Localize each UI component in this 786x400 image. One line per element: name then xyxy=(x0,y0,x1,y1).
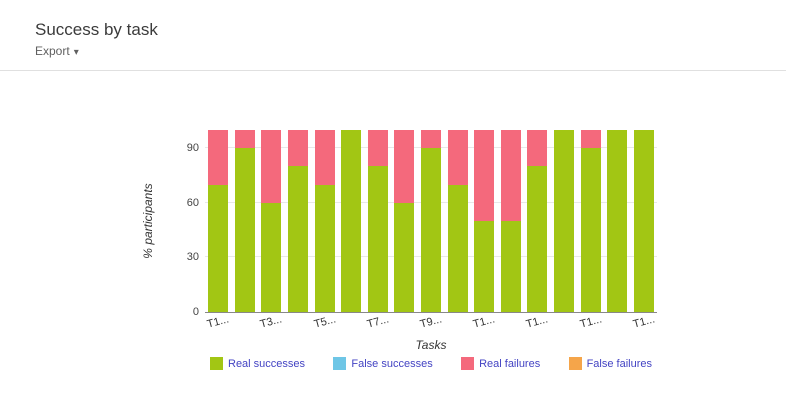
bar-15-segment[interactable] xyxy=(580,130,601,149)
bar-3-segment[interactable] xyxy=(261,202,282,312)
x-axis-label: Tasks xyxy=(415,338,447,352)
bar-10[interactable] xyxy=(444,130,471,312)
legend-swatch xyxy=(461,357,475,370)
x-tick-13: T1... xyxy=(525,313,550,331)
bar-13[interactable] xyxy=(524,130,551,312)
bar-12-segment[interactable] xyxy=(500,221,521,312)
legend-swatch xyxy=(333,357,347,370)
y-axis-label: % participants xyxy=(141,183,155,259)
bar-10-segment[interactable] xyxy=(447,184,468,312)
bar-9[interactable] xyxy=(418,130,445,312)
bar-8[interactable] xyxy=(391,130,418,312)
legend-label: False failures xyxy=(586,357,652,370)
bar-5-segment[interactable] xyxy=(314,130,335,185)
bar-12[interactable] xyxy=(498,130,525,312)
y-tick-90: 90 xyxy=(186,142,199,155)
bar-7-segment[interactable] xyxy=(367,166,388,312)
bar-14-segment[interactable] xyxy=(554,130,575,312)
x-tick-1: T1... xyxy=(206,313,231,331)
x-tick-17: T1... xyxy=(631,313,656,331)
legend-item-false-successes[interactable]: False successes xyxy=(333,357,433,370)
bar-4-segment[interactable] xyxy=(288,130,309,167)
legend-item-real-failures[interactable]: Real failures xyxy=(461,357,540,370)
success-by-task-chart: % participants 0 30 60 90 T1... T3... T5... T7… xyxy=(0,80,786,400)
bar-9-segment[interactable] xyxy=(421,130,442,149)
bar-13-segment[interactable] xyxy=(527,166,548,312)
bar-17-segment[interactable] xyxy=(633,130,654,312)
x-tick-7: T7... xyxy=(365,313,390,331)
bar-16[interactable] xyxy=(604,130,631,312)
legend-label: Real failures xyxy=(479,357,541,370)
bar-4[interactable] xyxy=(285,130,312,312)
legend: Real successes False successes Real failur… xyxy=(210,357,652,370)
legend-swatch xyxy=(568,357,582,370)
x-tick-11: T1... xyxy=(471,313,497,331)
bar-1-segment[interactable] xyxy=(208,184,229,312)
y-tick-30: 30 xyxy=(186,251,199,264)
chevron-down-icon: ▾ xyxy=(73,47,79,58)
bar-11-segment[interactable] xyxy=(474,221,495,312)
y-axis-ticks: 0 30 60 90 xyxy=(163,130,199,318)
bar-15-segment[interactable] xyxy=(580,148,601,312)
bar-11-segment[interactable] xyxy=(474,130,495,221)
export-button[interactable]: Export ▾ xyxy=(35,44,79,58)
export-label: Export xyxy=(35,44,70,58)
page-title: Success by task xyxy=(35,20,158,39)
bar-17[interactable] xyxy=(631,130,658,312)
bar-14[interactable] xyxy=(551,130,578,312)
bar-3-segment[interactable] xyxy=(261,130,282,203)
y-tick-0: 0 xyxy=(192,306,199,318)
bar-2-segment[interactable] xyxy=(234,130,255,149)
bar-3[interactable] xyxy=(258,130,285,312)
x-tick-5: T5... xyxy=(312,313,337,331)
legend-label: Real successes xyxy=(228,357,306,370)
bar-6[interactable] xyxy=(338,130,365,312)
bar-2-segment[interactable] xyxy=(234,148,255,312)
x-tick-9: T9... xyxy=(418,313,444,331)
bar-4-segment[interactable] xyxy=(288,166,309,312)
bar-5-segment[interactable] xyxy=(314,184,335,312)
plot-area xyxy=(205,130,657,313)
x-tick-3: T3... xyxy=(259,313,284,331)
bar-11[interactable] xyxy=(471,130,498,312)
legend-item-false-failures[interactable]: False failures xyxy=(568,357,652,370)
x-tick-15: T1... xyxy=(578,313,603,331)
bar-12-segment[interactable] xyxy=(500,130,521,221)
bar-7[interactable] xyxy=(365,130,392,312)
bar-7-segment[interactable] xyxy=(367,130,388,167)
bar-1[interactable] xyxy=(205,130,232,312)
bar-8-segment[interactable] xyxy=(394,202,415,312)
y-tick-60: 60 xyxy=(186,196,199,209)
bar-6-segment[interactable] xyxy=(341,130,362,312)
legend-swatch xyxy=(210,357,223,370)
bar-15[interactable] xyxy=(577,130,604,312)
bar-8-segment[interactable] xyxy=(394,130,415,203)
bar-2[interactable] xyxy=(232,130,259,312)
divider xyxy=(0,70,786,71)
bar-13-segment[interactable] xyxy=(527,130,548,167)
bar-1-segment[interactable] xyxy=(208,130,229,185)
bar-5[interactable] xyxy=(311,130,338,312)
legend-label: False successes xyxy=(351,357,433,370)
bar-16-segment[interactable] xyxy=(607,130,628,312)
bar-10-segment[interactable] xyxy=(447,130,468,185)
bar-9-segment[interactable] xyxy=(421,148,442,312)
x-axis-ticks: T1... T3... T5... T7... T9... T1... T1... T1...… xyxy=(205,313,657,338)
legend-item-real-successes[interactable]: Real successes xyxy=(210,357,305,370)
